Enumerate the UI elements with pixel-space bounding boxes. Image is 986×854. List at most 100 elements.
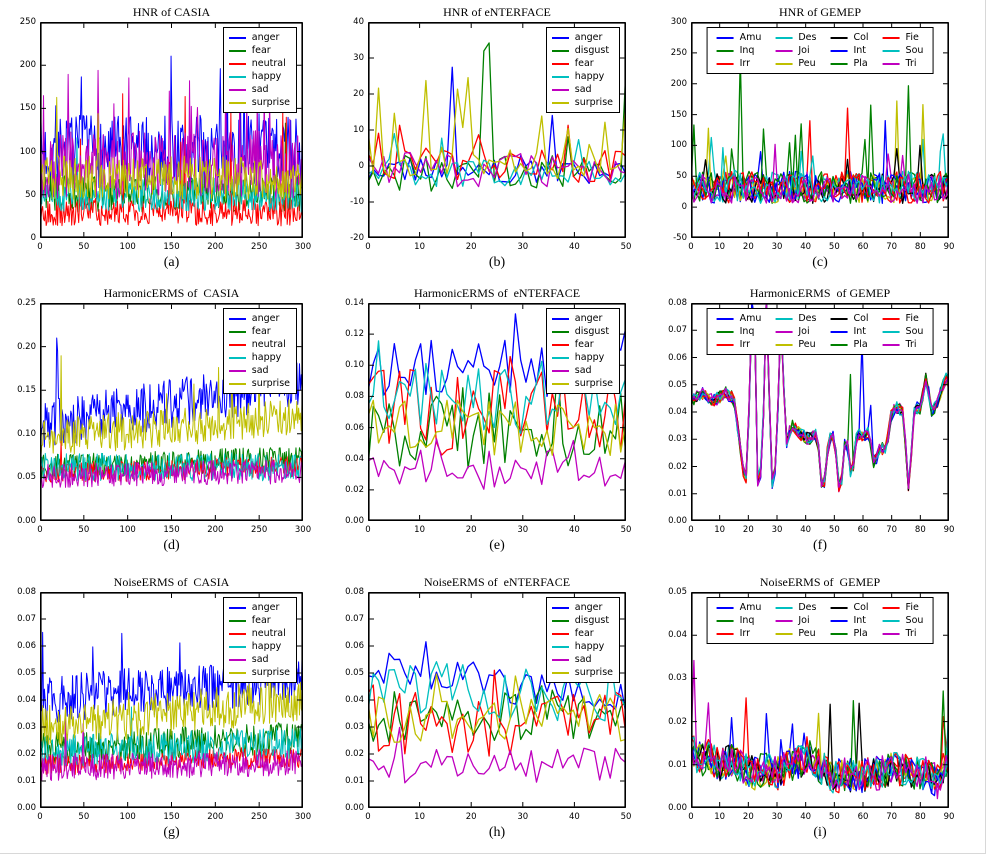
chart-i-legend: Amu Inq Irr Des Joi Peu Col Int Pla Fie Sou Tri bbox=[706, 597, 934, 644]
y-tick-label: 0.00 bbox=[668, 516, 687, 526]
chart-h-title: NoiseERMS of eNTERFACE bbox=[423, 575, 571, 589]
legend-label: happy bbox=[574, 641, 605, 652]
legend-label: Amu bbox=[739, 602, 762, 613]
y-tick-label: 0.10 bbox=[17, 428, 36, 439]
inq-line-swatch bbox=[716, 330, 734, 333]
legend-item: Tri bbox=[882, 338, 924, 351]
happy-line-swatch bbox=[551, 645, 569, 648]
legend-label: sad bbox=[574, 365, 592, 376]
irr-line-swatch bbox=[716, 343, 734, 346]
legend-label: Pla bbox=[853, 628, 868, 639]
x-tick-label: 50 bbox=[828, 242, 840, 252]
pla-line-swatch bbox=[830, 343, 848, 346]
legend-label: sad bbox=[251, 654, 269, 665]
pla-line-swatch bbox=[830, 62, 848, 65]
chart-c-caption: (c) bbox=[812, 255, 828, 270]
legend-item: Col bbox=[830, 31, 869, 44]
legend-label: Pla bbox=[853, 339, 868, 350]
x-tick-label: 50 bbox=[78, 812, 90, 822]
legend-item: happy bbox=[228, 70, 290, 83]
x-tick-label: 90 bbox=[943, 812, 955, 822]
legend-item: Amu bbox=[716, 601, 762, 614]
legend-label: Tri bbox=[905, 339, 917, 350]
x-tick-label: 200 bbox=[207, 242, 224, 252]
legend-label: Sou bbox=[905, 615, 924, 626]
legend-item: Fie bbox=[882, 31, 924, 44]
x-tick-label: 0 bbox=[37, 812, 43, 822]
int-line-swatch bbox=[830, 49, 848, 52]
legend-label: happy bbox=[574, 71, 605, 82]
y-tick-label: 0.02 bbox=[17, 749, 36, 759]
peu-line-swatch bbox=[775, 62, 793, 65]
anger-line-swatch bbox=[228, 36, 246, 39]
x-tick-label: 30 bbox=[517, 812, 529, 822]
des-line-swatch bbox=[775, 606, 793, 609]
legend-item: surprise bbox=[551, 666, 613, 679]
x-tick-label: 250 bbox=[251, 242, 268, 252]
anger-line-swatch bbox=[551, 606, 569, 609]
surprise-line-swatch bbox=[228, 101, 246, 104]
tri-line-swatch bbox=[882, 62, 900, 65]
y-tick-label: 40 bbox=[353, 17, 364, 27]
y-tick-label: 0.03 bbox=[17, 722, 36, 732]
y-tick-label: 0.01 bbox=[17, 776, 36, 786]
x-tick-label: 70 bbox=[886, 812, 898, 822]
x-tick-label: 90 bbox=[943, 242, 955, 252]
sou-line-swatch bbox=[882, 619, 900, 622]
chart-h-caption: (h) bbox=[488, 825, 506, 840]
legend-label: surprise bbox=[574, 97, 613, 108]
x-tick-label: 0 bbox=[688, 525, 694, 535]
legend-item: Col bbox=[830, 312, 869, 325]
int-line-swatch bbox=[830, 619, 848, 622]
happy-line-swatch bbox=[228, 356, 246, 359]
legend-item: surprise bbox=[228, 666, 290, 679]
y-tick-label: 0.12 bbox=[345, 329, 364, 340]
amu-line-swatch bbox=[716, 317, 734, 320]
surprise-line-swatch bbox=[551, 382, 569, 385]
legend-item: Sou bbox=[882, 44, 923, 57]
y-tick-label: -50 bbox=[673, 233, 687, 243]
x-tick-label: 30 bbox=[517, 242, 529, 252]
y-tick-label: 0.02 bbox=[345, 749, 364, 759]
legend-item: Des bbox=[775, 31, 816, 44]
legend-item: Tri bbox=[882, 57, 924, 70]
x-tick-label: 250 bbox=[251, 525, 268, 535]
legend-label: Int bbox=[853, 326, 867, 337]
y-tick-label: 300 bbox=[670, 17, 687, 27]
legend-item: sad bbox=[551, 364, 613, 377]
legend-label: Joi bbox=[798, 615, 810, 626]
y-tick-label: 0.04 bbox=[17, 695, 36, 705]
y-tick-label: -10 bbox=[350, 197, 364, 207]
legend-item: sad bbox=[228, 83, 290, 96]
legend-label: disgust bbox=[574, 615, 610, 626]
x-tick-label: 80 bbox=[914, 812, 926, 822]
x-tick-label: 30 bbox=[771, 525, 783, 535]
y-tick-label: 100 bbox=[670, 140, 687, 151]
fie-line-swatch bbox=[882, 36, 900, 39]
neutral-line-swatch bbox=[228, 62, 246, 65]
y-tick-label: 0.06 bbox=[17, 641, 36, 651]
x-tick-label: 20 bbox=[465, 812, 477, 822]
legend-label: fear bbox=[251, 45, 271, 56]
x-tick-label: 20 bbox=[742, 525, 754, 535]
y-tick-label: 0.10 bbox=[345, 360, 364, 371]
x-tick-label: 0 bbox=[688, 812, 694, 822]
peu-line-swatch bbox=[775, 632, 793, 635]
x-tick-label: 250 bbox=[251, 812, 268, 822]
legend-item: Col bbox=[830, 601, 869, 614]
legend-item: Int bbox=[830, 44, 868, 57]
legend-item: Peu bbox=[775, 57, 816, 70]
legend-label: fear bbox=[574, 628, 594, 639]
x-tick-label: 200 bbox=[207, 525, 224, 535]
fear-line-swatch bbox=[228, 619, 246, 622]
legend-label: anger bbox=[251, 32, 280, 43]
legend-label: disgust bbox=[574, 326, 610, 337]
chart-a-title: HNR of CASIA bbox=[132, 5, 211, 19]
chart-d-legend: anger fear neutral happy sad surprise bbox=[222, 308, 297, 394]
inq-line-swatch bbox=[716, 49, 734, 52]
neutral-line-swatch bbox=[228, 343, 246, 346]
y-tick-label: 100 bbox=[19, 146, 36, 157]
legend-item: neutral bbox=[228, 627, 290, 640]
happy-line-swatch bbox=[228, 75, 246, 78]
legend-item: Joi bbox=[775, 44, 816, 57]
